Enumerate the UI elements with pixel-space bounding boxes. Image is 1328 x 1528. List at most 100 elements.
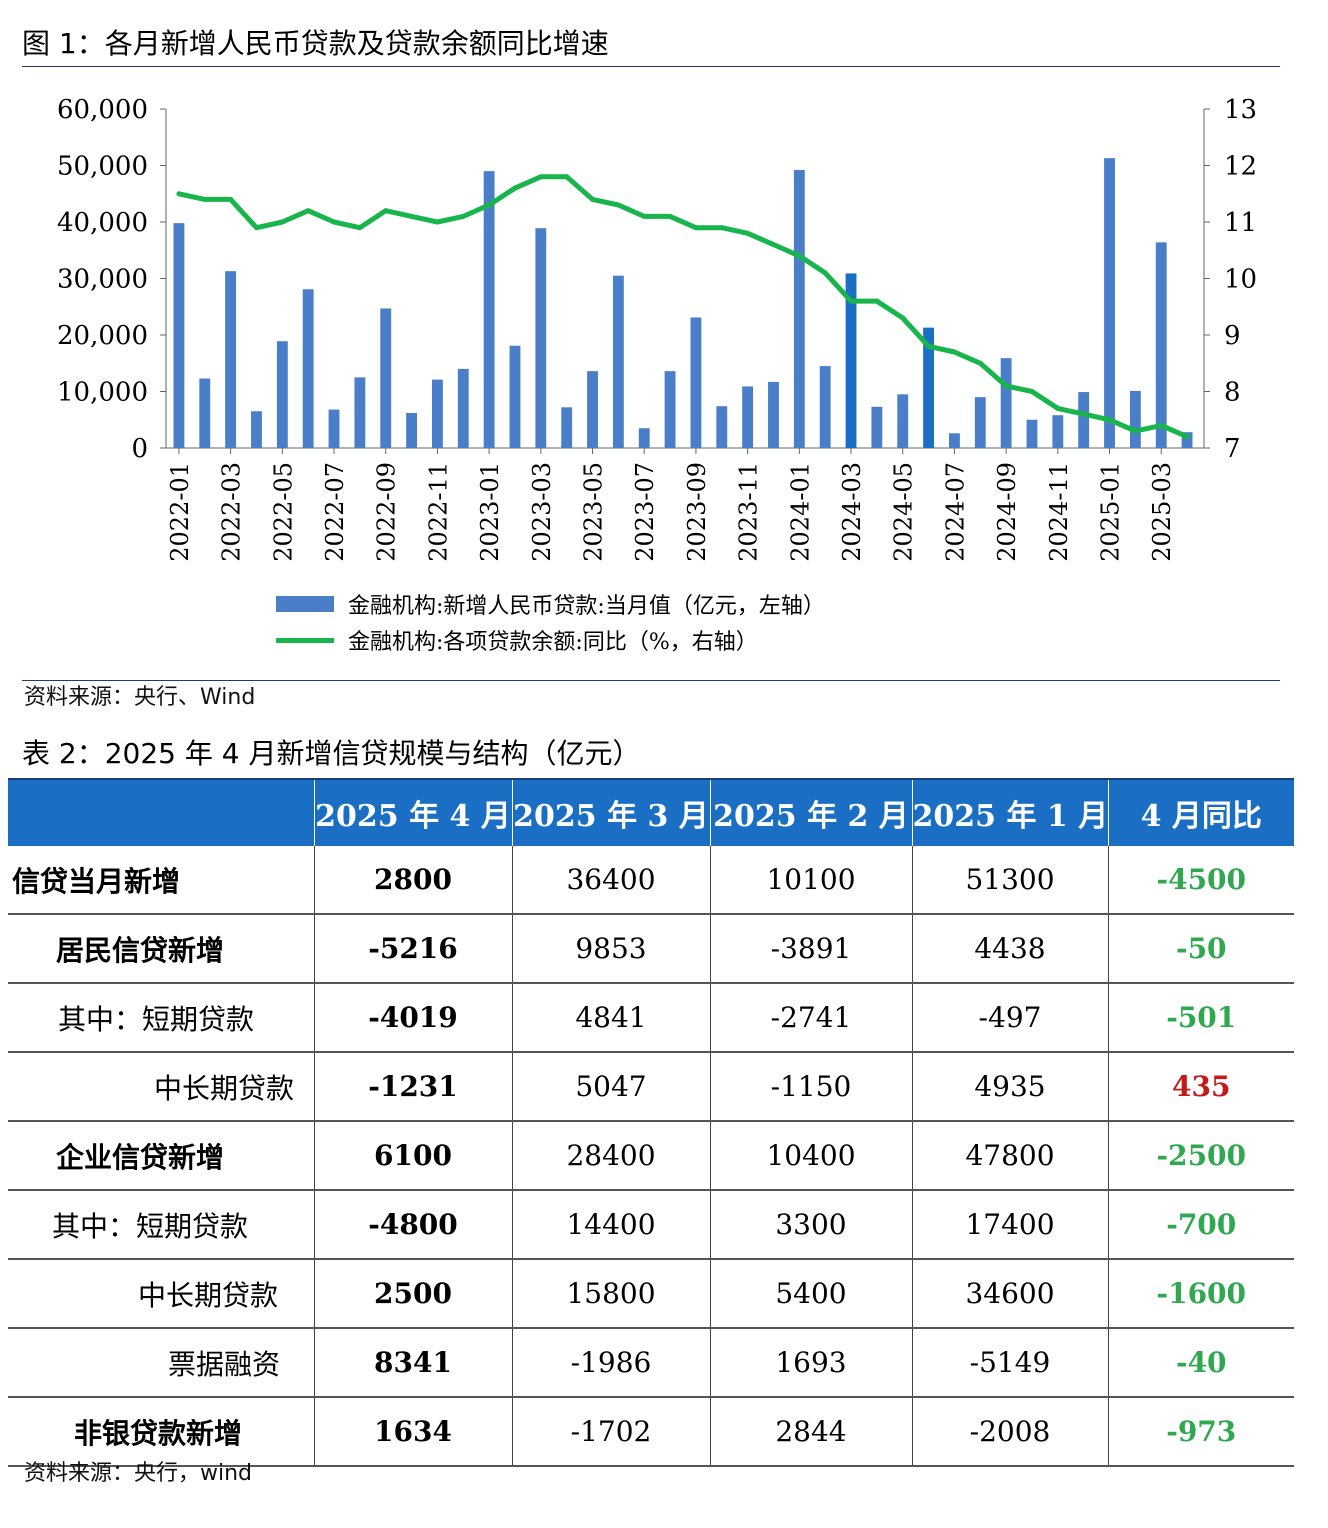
left-tick-label: 20,000 — [57, 321, 148, 351]
yoy-cell: 435 — [1108, 1052, 1294, 1122]
header-cell — [8, 778, 315, 846]
combo-chart: 0 10,000 20,000 30,000 40,000 50,000 60,000 7 8 9… — [57, 95, 1257, 562]
x-tick-label: 2022-09 — [373, 462, 401, 562]
bar-2022-03 — [225, 271, 237, 448]
line-point-2024-03 — [848, 298, 854, 304]
bar-2023-07 — [638, 428, 650, 448]
header-cell: 2025 年 2 月 — [710, 778, 913, 846]
table-row: 非银贷款新增 1634 -1702 2844 -2008 -973 — [8, 1397, 1294, 1467]
value-cell: 1634 — [314, 1397, 513, 1467]
yoy-cell: -1600 — [1108, 1259, 1294, 1329]
x-tick-label: 2025-01 — [1097, 462, 1125, 562]
x-tick-label: 2024-01 — [786, 462, 814, 562]
value-cell: 1693 — [710, 1328, 913, 1398]
legend-swatch-line — [276, 638, 334, 643]
line-point-2024-06 — [926, 343, 932, 349]
yoy-cell: -501 — [1108, 983, 1294, 1053]
line-point-2025-04 — [1184, 434, 1190, 440]
row-label: 中长期贷款 — [8, 1052, 315, 1122]
value-cell: 9853 — [512, 914, 711, 984]
legend-label-line: 金融机构:各项贷款余额:同比（%，右轴） — [348, 630, 758, 655]
bar-2023-02 — [509, 345, 521, 448]
value-cell: 36400 — [512, 846, 711, 915]
line-point-2022-09 — [383, 208, 389, 214]
bar-2022-09 — [380, 308, 392, 448]
line-point-2023-04 — [564, 174, 570, 180]
bar-2024-03 — [845, 273, 857, 448]
header-cell: 4 月同比 — [1108, 778, 1294, 846]
bar-2022-12 — [457, 368, 469, 448]
bar-2025-02 — [1129, 390, 1141, 448]
x-tick-label: 2024-05 — [890, 462, 918, 562]
value-cell: -4019 — [314, 983, 513, 1053]
left-tick-label: 50,000 — [57, 152, 148, 182]
figure-source: 资料来源：央行、Wind — [24, 685, 256, 710]
line-point-2024-05 — [900, 315, 906, 321]
value-cell: 2844 — [710, 1397, 913, 1467]
table-source: 资料来源：央行，wind — [24, 1461, 253, 1486]
value-cell: 4841 — [512, 983, 711, 1053]
value-cell: 10400 — [710, 1121, 913, 1191]
line-point-2023-08 — [667, 213, 673, 219]
line-point-2022-08 — [357, 225, 363, 231]
bar-2022-04 — [251, 411, 262, 448]
line-point-2024-11 — [1055, 405, 1061, 411]
bar-2022-01 — [173, 223, 185, 448]
row-label: 居民信贷新增 — [8, 914, 315, 984]
table-header-row: 2025 年 4 月 2025 年 3 月 2025 年 2 月 2025 年 … — [8, 778, 1294, 846]
bar-2022-02 — [199, 378, 211, 448]
value-cell: -4800 — [314, 1190, 513, 1260]
line-point-2023-09 — [693, 225, 699, 231]
bar-2025-03 — [1155, 242, 1167, 448]
bar-2023-08 — [664, 371, 676, 448]
table-row: 企业信贷新增 6100 28400 10400 47800 -2500 — [8, 1121, 1294, 1191]
line-point-2023-01 — [486, 202, 492, 208]
value-cell: 47800 — [912, 1121, 1109, 1191]
bar-2024-01 — [793, 170, 805, 448]
figure-title: 图 1：各月新增人民币贷款及贷款余额同比增速 — [22, 27, 609, 60]
bar-2022-11 — [431, 379, 443, 448]
bar-2024-05 — [897, 394, 909, 448]
header-cell: 2025 年 3 月 — [512, 778, 711, 846]
line-point-2022-02 — [202, 196, 208, 202]
row-label: 中长期贷款 — [8, 1259, 315, 1329]
x-tick-label: 2022-05 — [269, 462, 297, 562]
bar-2023-10 — [716, 406, 728, 448]
line-point-2023-10 — [719, 225, 725, 231]
line-point-2022-04 — [253, 225, 259, 231]
x-tick-label: 2023-07 — [631, 462, 659, 562]
value-cell: 4438 — [912, 914, 1109, 984]
line-point-2022-10 — [409, 213, 415, 219]
value-cell: -1986 — [512, 1328, 711, 1398]
line-point-2022-03 — [228, 196, 234, 202]
bar-2024-02 — [819, 366, 831, 448]
yoy-cell: -973 — [1108, 1397, 1294, 1467]
line-point-2025-03 — [1158, 422, 1164, 428]
line-point-2023-03 — [538, 174, 544, 180]
row-label: 企业信贷新增 — [8, 1121, 315, 1191]
x-tick-label: 2023-09 — [683, 462, 711, 562]
line-point-2024-04 — [874, 298, 880, 304]
value-cell: -1702 — [512, 1397, 711, 1467]
line-point-2023-12 — [770, 242, 776, 248]
value-cell: 2800 — [314, 846, 513, 915]
x-tick-label: 2024-03 — [838, 462, 866, 562]
yoy-cell: -700 — [1108, 1190, 1294, 1260]
line-point-2024-08 — [977, 360, 983, 366]
yoy-cell: -50 — [1108, 914, 1294, 984]
line-point-2022-12 — [460, 213, 466, 219]
row-label: 信贷当月新增 — [8, 846, 315, 915]
value-cell: -3891 — [710, 914, 913, 984]
x-tick-label: 2023-11 — [735, 462, 763, 562]
bar-2024-04 — [871, 406, 883, 448]
loan-yoy-line — [178, 174, 1189, 439]
bar-2023-05 — [587, 371, 598, 448]
bar-2022-08 — [354, 377, 366, 448]
bar-2022-06 — [302, 289, 314, 448]
bar-2023-04 — [561, 407, 573, 448]
bar-2023-01 — [483, 171, 495, 448]
table-row: 票据融资 8341 -1986 1693 -5149 -40 — [8, 1328, 1294, 1398]
x-tick-label: 2023-05 — [580, 462, 608, 562]
x-tick-label: 2025-03 — [1148, 462, 1176, 562]
bar-2024-09 — [1000, 358, 1012, 448]
